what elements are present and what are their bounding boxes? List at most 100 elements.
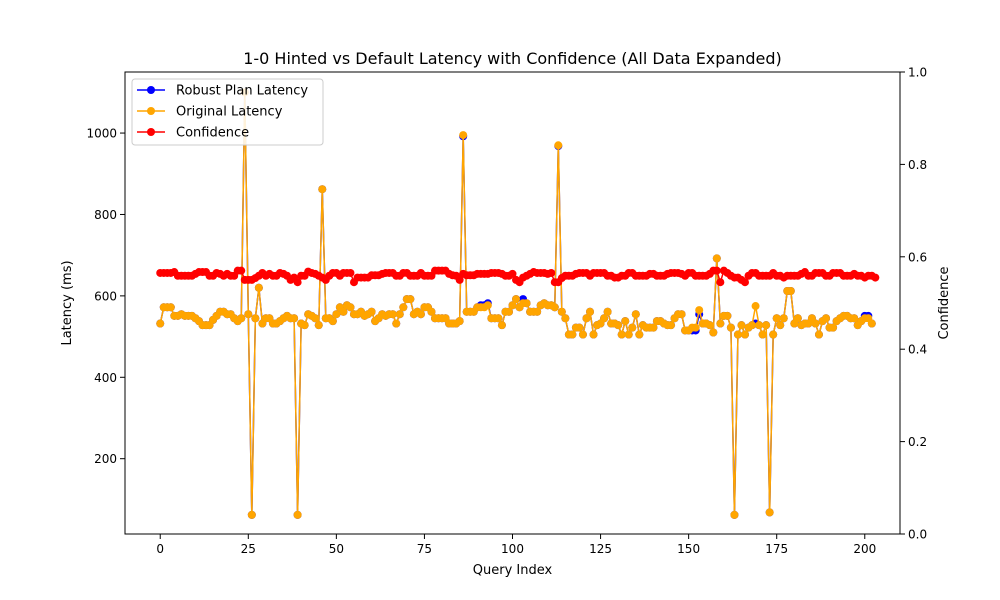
y2-tick-label: 0.2 bbox=[908, 435, 927, 449]
data-point-original bbox=[300, 321, 309, 330]
legend-label-confidence: Confidence bbox=[176, 126, 249, 141]
data-point-original bbox=[603, 307, 612, 316]
data-point-original bbox=[649, 323, 658, 332]
data-point-original bbox=[244, 310, 253, 319]
x-tick-label: 75 bbox=[417, 542, 432, 556]
data-point-original bbox=[512, 295, 521, 304]
x-tick-label: 50 bbox=[329, 542, 344, 556]
data-point-original bbox=[709, 328, 718, 337]
data-point-original bbox=[522, 299, 531, 308]
data-point-original bbox=[624, 330, 633, 339]
data-point-original bbox=[533, 307, 542, 316]
data-point-confidence bbox=[346, 268, 355, 277]
data-point-original bbox=[723, 311, 732, 320]
data-point-original bbox=[677, 310, 686, 319]
y-axis-right: 0.0 0.2 0.4 0.6 0.8 1.0 bbox=[900, 66, 927, 542]
data-point-original bbox=[427, 307, 436, 316]
y-tick-label: 1000 bbox=[86, 127, 117, 141]
data-point-original bbox=[247, 510, 256, 519]
x-axis: 0 25 50 75 100 125 150 175 200 bbox=[156, 534, 876, 556]
series-original bbox=[156, 88, 876, 519]
chart-title: 1-0 Hinted vs Default Latency with Confi… bbox=[243, 49, 782, 68]
data-point-confidence bbox=[508, 269, 517, 278]
data-point-original bbox=[290, 314, 299, 323]
legend-label-original: Original Latency bbox=[176, 105, 283, 120]
data-point-original bbox=[631, 310, 640, 319]
legend-marker-robust bbox=[147, 86, 155, 94]
data-point-original bbox=[628, 323, 637, 332]
data-point-original bbox=[705, 321, 714, 330]
data-point-original bbox=[765, 508, 774, 517]
data-point-original bbox=[237, 314, 246, 323]
data-point-confidence bbox=[741, 278, 749, 287]
y2-tick-label: 0.8 bbox=[908, 158, 927, 172]
data-point-confidence bbox=[547, 268, 556, 277]
data-point-original bbox=[811, 319, 820, 328]
data-point-original bbox=[730, 510, 739, 519]
data-point-original bbox=[726, 323, 735, 332]
data-point-original bbox=[508, 301, 517, 310]
plot-area bbox=[156, 88, 880, 519]
data-point-original bbox=[568, 330, 577, 339]
data-point-original bbox=[779, 314, 788, 323]
legend-marker-original bbox=[147, 107, 155, 115]
legend-box bbox=[131, 78, 324, 146]
data-point-original bbox=[483, 301, 492, 310]
data-point-original bbox=[621, 317, 630, 326]
data-point-original bbox=[254, 283, 263, 292]
data-point-original bbox=[578, 330, 587, 339]
data-point-original bbox=[755, 321, 764, 330]
y2-tick-label: 0.4 bbox=[908, 343, 927, 357]
data-point-original bbox=[793, 314, 802, 323]
data-point-confidence bbox=[712, 266, 721, 275]
data-point-original bbox=[504, 307, 513, 316]
data-point-original bbox=[712, 254, 721, 263]
data-point-original bbox=[635, 330, 644, 339]
x-tick-label: 0 bbox=[156, 542, 164, 556]
data-point-original bbox=[251, 314, 260, 323]
data-point-original bbox=[617, 330, 626, 339]
data-point-original bbox=[497, 321, 506, 330]
data-point-original bbox=[769, 330, 778, 339]
data-point-original bbox=[406, 295, 415, 304]
y2-axis-label: Confidence bbox=[937, 266, 952, 339]
data-point-original bbox=[614, 321, 623, 330]
data-point-confidence bbox=[716, 278, 725, 287]
data-point-original bbox=[589, 330, 598, 339]
data-point-original bbox=[867, 319, 876, 328]
data-point-original bbox=[733, 330, 742, 339]
data-point-original bbox=[399, 303, 408, 312]
x-tick-label: 150 bbox=[677, 542, 700, 556]
data-point-original bbox=[600, 314, 609, 323]
data-point-original bbox=[395, 310, 404, 319]
data-point-original bbox=[367, 307, 376, 316]
x-tick-label: 200 bbox=[853, 542, 876, 556]
x-axis-label: Query Index bbox=[473, 563, 553, 578]
x-tick-label: 25 bbox=[241, 542, 256, 556]
data-point-confidence bbox=[871, 273, 880, 282]
data-point-original bbox=[166, 303, 175, 312]
data-point-original bbox=[748, 321, 757, 330]
data-point-original bbox=[737, 321, 746, 330]
data-point-original bbox=[554, 141, 563, 150]
x-tick-label: 100 bbox=[501, 542, 524, 556]
data-point-original bbox=[741, 330, 749, 339]
y2-tick-label: 0.0 bbox=[908, 528, 927, 542]
data-point-original bbox=[786, 286, 795, 295]
data-point-original bbox=[455, 317, 464, 326]
data-point-original bbox=[416, 310, 425, 319]
y2-tick-label: 1.0 bbox=[908, 66, 927, 80]
data-point-original bbox=[814, 330, 823, 339]
y-tick-label: 200 bbox=[94, 452, 117, 466]
data-point-confidence bbox=[293, 278, 302, 287]
y-tick-label: 400 bbox=[94, 371, 117, 385]
y2-tick-label: 0.6 bbox=[908, 250, 927, 264]
data-point-original bbox=[829, 323, 838, 332]
data-point-original bbox=[346, 303, 355, 312]
data-point-original bbox=[667, 321, 676, 330]
data-point-original bbox=[332, 310, 341, 319]
data-point-original bbox=[392, 319, 401, 328]
data-point-original bbox=[751, 302, 760, 311]
data-point-original bbox=[776, 321, 785, 330]
